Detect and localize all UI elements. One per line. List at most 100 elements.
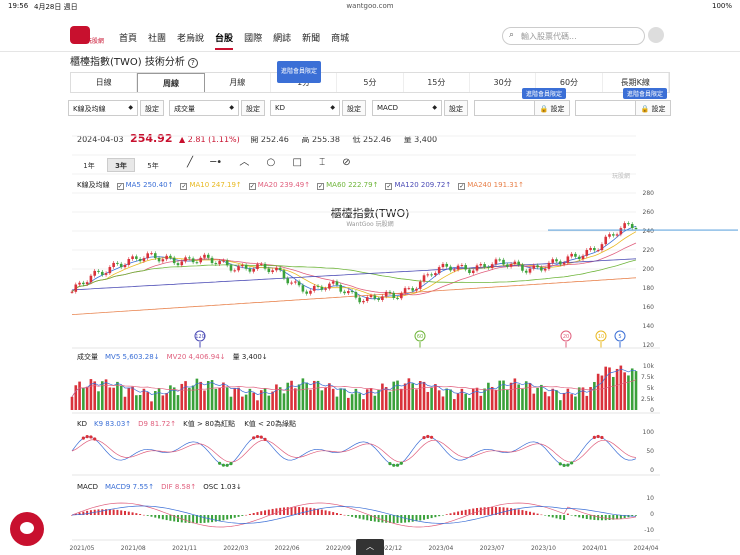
member-only-tag: 進階會員限定 [623,88,668,99]
settings-button-3[interactable]: 設定 [444,100,468,116]
osc-bar [184,515,187,523]
osc-bar [453,512,456,515]
nav-item-5[interactable]: 網誌 [273,34,292,44]
settings-button-1[interactable]: 設定 [241,100,265,116]
candle-body [97,270,100,272]
chat-button[interactable] [10,512,44,546]
osc-bar [483,507,486,515]
checkbox-icon[interactable]: ✓ [458,183,466,190]
legend-item[interactable]: ✓ MA60 222.79↑ [317,181,378,190]
osc-bar [381,515,384,523]
candle-body [278,267,282,271]
settings-button-5[interactable]: 🔒 設定 [635,100,671,116]
osc-bar [396,515,399,524]
tab-3[interactable]: 1分進階會員限定 [271,61,338,92]
nav-item-1[interactable]: 社團 [148,34,167,44]
nav-item-6[interactable]: 新聞 [302,34,321,44]
nav-item-7[interactable]: 商城 [331,34,350,44]
legend-item[interactable]: K值 > 80為紅點 [183,420,237,428]
indicator-select-2[interactable]: KD ◆ [270,100,340,116]
tab-5[interactable]: 15分 [404,73,470,92]
circle-icon[interactable]: ○ [266,157,276,168]
indicator-select-1[interactable]: 成交量 ◆ [169,100,239,116]
high-value: 255.38 [311,135,340,144]
volume-bar [487,382,490,410]
legend-item[interactable]: ✓ MA240 191.31↑ [458,181,524,190]
url-text[interactable]: wantgoo.com [346,2,394,10]
legend-item[interactable]: MACD9 7.55↑ [105,483,154,491]
volume-bar [521,388,524,410]
candle-body [350,291,354,293]
candle-body [381,296,384,301]
wave-icon[interactable]: ︿ [239,157,250,168]
legend-label: MA120 [394,181,421,189]
osc-bar [494,506,497,515]
tab-0[interactable]: 日線 [71,73,138,92]
avatar[interactable] [648,27,664,43]
legend-item[interactable]: 量 3,400↓ [233,353,268,361]
kd-green-dot [225,463,229,467]
volume-bar [210,380,214,410]
checkbox-icon[interactable]: ✓ [248,183,256,190]
legend-item[interactable]: MV20 4,406.94↓ [167,353,226,361]
eye-off-icon[interactable]: ⊘ [342,157,351,168]
tab-7[interactable]: 60分 [536,73,603,92]
legend-item[interactable]: MV5 5,603.28↓ [105,353,160,361]
volume-bar [138,395,142,410]
tab-4[interactable]: 5分 [337,73,404,92]
nav-item-2[interactable]: 老烏說 [177,34,205,44]
checkbox-icon[interactable]: ✓ [180,183,188,190]
range-0[interactable]: 1年 [83,162,95,170]
tab-6[interactable]: 30分 [470,73,537,92]
logo[interactable]: 玩股網 [70,26,106,48]
candle-body [104,273,108,275]
tab-1[interactable]: 周線 [137,73,205,92]
tab-8[interactable]: 長期K線 [603,73,669,92]
legend-item[interactable]: K9 83.03↑ [94,420,131,428]
legend-item[interactable]: OSC 1.03↓ [203,483,242,491]
volume-bar [354,388,358,410]
legend-item[interactable]: ✓ MA120 209.72↑ [385,181,451,190]
nav-item-4[interactable]: 國際 [244,34,263,44]
logo-mark-icon [70,26,90,44]
checkbox-icon[interactable]: ✓ [116,183,124,190]
indicator-select-0[interactable]: K線及均線 ◆ [68,100,138,116]
candle-body [551,259,555,263]
search-input[interactable]: ⌕ 輸入股票代碼... [502,27,645,45]
pen-icon[interactable]: ╱ [187,157,194,168]
osc-bar [373,515,376,522]
horizontal-line-icon[interactable]: ─• [210,157,223,168]
square-icon[interactable]: □ [292,157,302,168]
nav-item-3[interactable]: 台股 [215,34,234,50]
settings-button-2[interactable]: 設定 [342,100,366,116]
osc-bar [275,508,278,515]
nav-item-0[interactable]: 首頁 [119,34,138,44]
legend-item[interactable]: K值 < 20為綠點 [244,420,296,428]
legend-item[interactable]: ✓ MA10 247.19↑ [180,181,242,190]
checkbox-icon[interactable]: ✓ [385,183,393,190]
price-tick-label: 260 [643,209,655,216]
legend-item[interactable]: D9 81.72↑ [138,420,176,428]
legend-item[interactable]: ✓ MA5 250.40↑ [116,181,173,190]
volume-bar [328,383,331,410]
volume-legend: 成交量 MV5 5,603.28↓ MV20 4,406.94↓ 量 3,400↓ [77,352,275,362]
settings-button-0[interactable]: 設定 [140,100,164,116]
text-cursor-icon[interactable]: ⌶ [319,157,326,168]
range-1[interactable]: 3年 [107,158,135,172]
volume-bar [104,379,108,410]
indicator-select-3[interactable]: MACD ◆ [372,100,442,116]
settings-button-4[interactable]: 🔒 設定 [534,100,570,116]
volume-bar [206,380,210,410]
legend-item[interactable]: DIF 8.58↑ [161,483,196,491]
top-nav: 玩股網 首頁 社團 老烏說 台股 國際 網誌 新聞 商城 ⌕ 輸入股票代碼... [0,22,740,52]
osc-bar [517,509,520,515]
tab-2[interactable]: 月線 [205,73,271,92]
volume-bar [278,387,282,410]
scroll-up-button[interactable]: ︿ [356,539,384,555]
candle-body [483,264,486,268]
checkbox-icon[interactable]: ✓ [317,183,325,190]
range-2[interactable]: 5年 [147,162,159,170]
help-icon[interactable]: ? [187,58,198,68]
legend-item[interactable]: ✓ MA20 239.49↑ [248,181,310,190]
